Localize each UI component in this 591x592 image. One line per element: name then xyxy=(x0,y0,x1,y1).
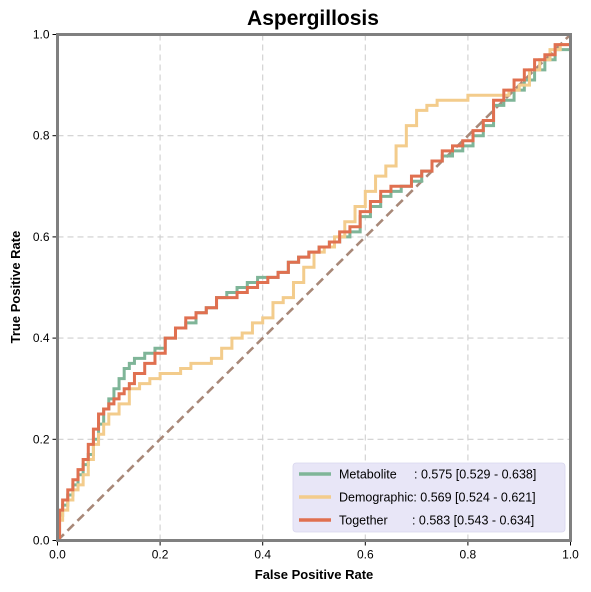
x-tick-label: 0.4 xyxy=(254,548,271,562)
y-tick-label: 1.0 xyxy=(33,28,50,42)
x-tick-label: 1.0 xyxy=(562,548,579,562)
x-tick-label: 0.0 xyxy=(49,548,66,562)
y-axis-label: True Positive Rate xyxy=(8,231,23,344)
y-tick-label: 0.8 xyxy=(33,129,50,143)
legend-label-together: Together : 0.583 [0.543 - 0.634] xyxy=(339,514,534,528)
y-tick-label: 0.4 xyxy=(33,331,50,345)
x-axis-label: False Positive Rate xyxy=(255,567,374,582)
chart-title: Aspergillosis xyxy=(247,7,379,30)
y-axis-ticks: 0.0 0.2 0.4 0.6 0.8 1.0 xyxy=(33,28,56,548)
x-axis-ticks: 0.0 0.2 0.4 0.6 0.8 1.0 xyxy=(49,542,579,562)
y-tick-label: 0.6 xyxy=(33,230,50,244)
legend-label-metabolite: Metabolite : 0.575 [0.529 - 0.638] xyxy=(339,468,536,482)
x-tick-label: 0.2 xyxy=(152,548,169,562)
y-tick-label: 0.2 xyxy=(33,432,50,446)
x-tick-label: 0.6 xyxy=(357,548,374,562)
legend-label-demographic: Demographic: 0.569 [0.524 - 0.621] xyxy=(339,491,536,505)
y-tick-label: 0.0 xyxy=(33,534,50,548)
legend: Metabolite : 0.575 [0.529 - 0.638] Demogr… xyxy=(293,463,565,532)
x-tick-label: 0.8 xyxy=(460,548,477,562)
